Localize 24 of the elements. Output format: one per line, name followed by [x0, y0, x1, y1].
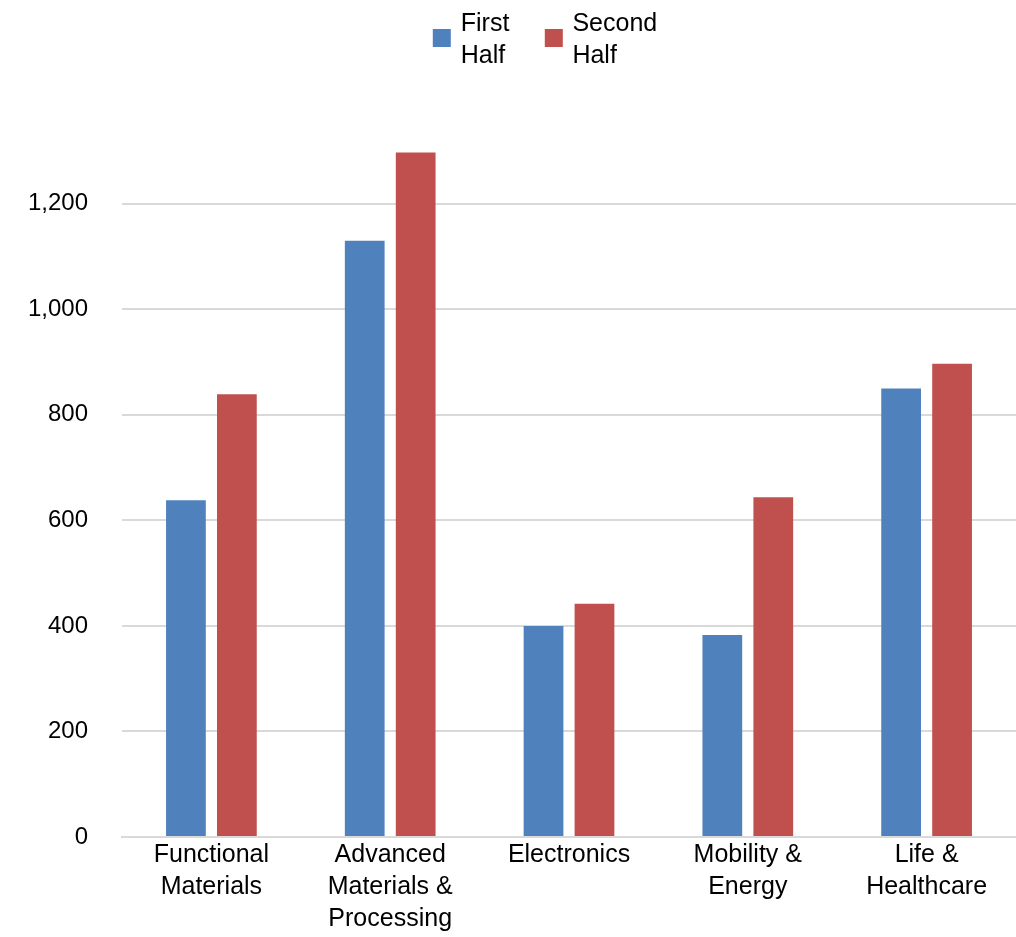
y-tick-label: 200: [47, 716, 88, 744]
legend-label: Second Half: [572, 7, 658, 70]
bar: [574, 603, 615, 836]
bar: [702, 634, 743, 836]
bar: [753, 497, 794, 836]
y-tick-label: 0: [74, 821, 88, 849]
x-tick-label: Mobility & Energy: [693, 838, 803, 899]
bar: [344, 240, 385, 836]
x-tick-label: Functional Materials: [153, 838, 270, 899]
x-tick-label: Advanced Materials & Processing: [327, 838, 454, 931]
y-tick-label: 400: [47, 610, 88, 638]
bar: [523, 625, 564, 836]
bar: [166, 500, 206, 836]
bar: [881, 388, 921, 836]
bar: [395, 152, 436, 836]
legend-label: First Half: [460, 7, 510, 70]
x-tick-label: Electronics: [507, 838, 631, 867]
y-tick-label: 600: [47, 505, 88, 533]
y-tick-label: 800: [47, 399, 88, 427]
y-tick-label: 1,000: [27, 293, 88, 321]
bar: [932, 363, 972, 836]
y-tick-label: 1,200: [27, 188, 88, 216]
x-tick-label: Life & Healthcare: [866, 838, 988, 899]
bar: [217, 394, 257, 836]
